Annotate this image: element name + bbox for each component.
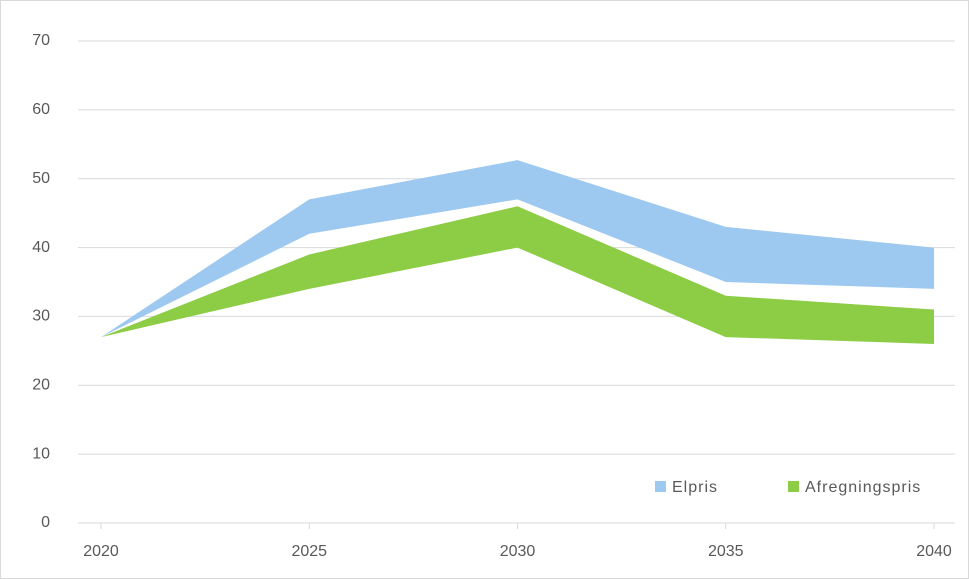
x-tick-label: 2020 [83,543,119,560]
legend-swatch [655,481,666,492]
x-tick-label: 2035 [708,543,744,560]
y-tick-label: 10 [32,445,50,462]
x-tick-label: 2030 [500,543,536,560]
y-tick-label: 0 [41,514,50,531]
legend-label: Afregningspris [805,479,921,496]
range-area [101,160,934,338]
x-tick-label: 2040 [916,543,952,560]
legend-label: Elpris [672,479,718,496]
y-tick-label: 30 [32,308,50,325]
y-tick-label: 60 [32,101,50,118]
range-area [101,206,934,344]
legend-swatch [788,481,799,492]
y-tick-label: 40 [32,239,50,256]
y-tick-label: 20 [32,377,50,394]
y-tick-label: 50 [32,170,50,187]
x-tick-label: 2025 [291,543,327,560]
y-tick-label: 70 [32,32,50,49]
